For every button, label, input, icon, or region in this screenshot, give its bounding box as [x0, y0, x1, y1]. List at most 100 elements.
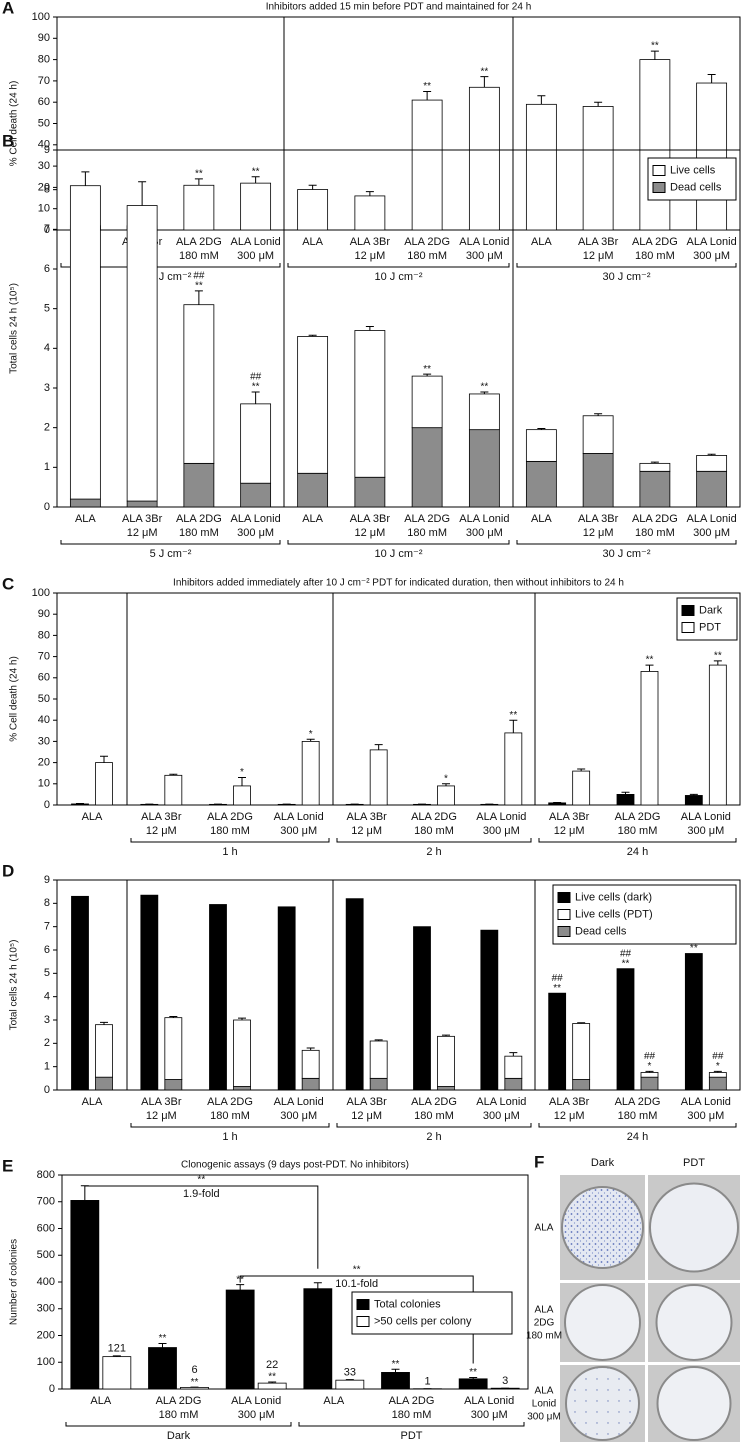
- x-tick-label-line: ALA 3Br: [346, 1096, 387, 1108]
- y-tick-label: 8: [44, 897, 50, 909]
- legend-label: Total colonies: [374, 1298, 441, 1310]
- legend-box: [351, 1291, 513, 1335]
- y-tick-label: 80: [38, 54, 50, 66]
- error-bar: [480, 391, 489, 394]
- y-tick-label: 0: [44, 799, 50, 811]
- legend-swatch: [652, 182, 666, 193]
- x-tick-label-line: 300 μM: [687, 825, 724, 837]
- x-tick-label: ALA 2DG 180 mM: [176, 513, 222, 539]
- y-tick-label: 9: [44, 144, 50, 156]
- x-tick-label-line: ALA 3Br: [549, 1096, 590, 1108]
- y-tick-label: 6: [44, 944, 50, 956]
- x-tick-label-line: 12 μM: [146, 1110, 177, 1122]
- significance: *: [444, 773, 448, 784]
- y-tick-label: 50: [38, 117, 50, 129]
- x-tick-label-line: ALA 2DG: [404, 513, 450, 525]
- significance: *: [716, 1061, 720, 1072]
- significance: **: [423, 364, 431, 375]
- chart-title: Clonogenic assays (9 days post-PDT. No i…: [181, 1160, 409, 1171]
- x-tick-label-line: ALA Lonid: [464, 1395, 514, 1407]
- plot-frame: [61, 1174, 529, 1390]
- group-bracket: [65, 1422, 292, 1427]
- comparison-label: 10.1-fold: [335, 1278, 378, 1290]
- legend-label: >50 cells per colony: [374, 1315, 472, 1327]
- group-bracket: [60, 263, 281, 268]
- x-tick-label: ALA Lonid 300 μM: [464, 1395, 514, 1421]
- x-tick-label: ALA 3Br 12 μM: [578, 513, 619, 539]
- significance: **: [195, 280, 203, 291]
- x-tick-label-line: ALA 2DG: [615, 1096, 661, 1108]
- x-tick-label: ALA 2DG 180 mM: [411, 1096, 457, 1122]
- group-bracket: [538, 838, 737, 843]
- bar: [411, 99, 443, 231]
- y-axis-label: Total cells 24 h (10⁵): [9, 940, 20, 1031]
- x-tick-label: ALA Lonid 300 μM: [687, 236, 737, 262]
- x-tick-label: ALA Lonid 300 μM: [274, 811, 324, 837]
- significance: ##: [620, 948, 632, 959]
- x-tick-label-line: 300 μM: [693, 250, 730, 262]
- bar: [639, 462, 671, 472]
- x-tick-label: ALA Lonid 300 μM: [476, 811, 526, 837]
- bar: [297, 336, 329, 474]
- significance: **: [651, 41, 659, 52]
- plot-frame: [56, 16, 741, 231]
- bar: [233, 785, 251, 806]
- x-tick-label-line: ALA Lonid: [476, 811, 526, 823]
- bar: [504, 1055, 523, 1079]
- legend-label: Dead cells: [575, 925, 627, 937]
- panel-letter: F: [534, 1152, 544, 1171]
- x-tick-label: ALA Lonid 300 μM: [231, 1395, 281, 1421]
- group-bracket: [298, 1422, 525, 1427]
- y-tick-label: 10: [38, 778, 50, 790]
- x-tick-label-line: ALA 2DG: [411, 811, 457, 823]
- bar: [301, 741, 320, 806]
- group-label: 10 J cm⁻²: [375, 548, 423, 560]
- bar: [183, 184, 215, 231]
- error-bar: [138, 181, 147, 206]
- bar: [411, 427, 443, 508]
- y-tick-label: 4: [44, 342, 50, 354]
- group-label: 10 J cm⁻²: [375, 271, 423, 283]
- legend-label: Dark: [699, 604, 723, 616]
- bar: [69, 498, 101, 508]
- bar: [468, 86, 500, 231]
- y-tick-label: 500: [37, 1249, 55, 1261]
- x-tick-label-line: ALA: [75, 513, 96, 525]
- bar: [525, 429, 557, 462]
- error-bar: [158, 1343, 167, 1348]
- x-tick-label-line: 300 μM: [483, 825, 520, 837]
- bar: [257, 1382, 287, 1390]
- x-tick-label-line: 12 μM: [351, 1110, 382, 1122]
- y-tick-label: 50: [38, 693, 50, 705]
- x-tick-label-line: ALA 2DG: [632, 236, 678, 248]
- significance: **: [509, 710, 517, 721]
- bar: [240, 182, 272, 231]
- error-bar: [374, 744, 383, 750]
- comparison-bracket: [84, 1185, 319, 1269]
- group-label: 5 J cm⁻²: [150, 271, 192, 283]
- bar: [616, 794, 635, 806]
- y-axis-label: Number of colonies: [9, 1239, 20, 1325]
- y-tick-label: 30: [38, 160, 50, 172]
- y-tick-label: 0: [44, 1084, 50, 1096]
- x-tick-label: ALA 2DG 180 mM: [632, 513, 678, 539]
- x-tick-label: ALA 2DG 180 mM: [207, 1096, 253, 1122]
- y-tick-label: 30: [38, 735, 50, 747]
- x-tick-label: ALA 3Br 12 μM: [122, 513, 163, 539]
- y-tick-label: 20: [38, 757, 50, 769]
- x-tick-label: ALA 3Br 12 μM: [141, 811, 182, 837]
- x-tick-label-line: 12 μM: [146, 825, 177, 837]
- significance: **: [690, 943, 698, 954]
- significance: **: [480, 382, 488, 393]
- error-bar: [577, 1022, 586, 1024]
- x-tick-label-line: 300 μM: [471, 1409, 508, 1421]
- bar: [102, 1356, 132, 1390]
- plate: [565, 1366, 640, 1441]
- comparison-significance: **: [197, 1175, 205, 1186]
- bar: [164, 1017, 183, 1080]
- x-tick-label-line: ALA 2DG: [176, 513, 222, 525]
- legend-swatch: [557, 892, 571, 903]
- x-tick-label-line: ALA 2DG: [411, 1096, 457, 1108]
- bar: [696, 470, 728, 508]
- error-bar: [365, 191, 374, 196]
